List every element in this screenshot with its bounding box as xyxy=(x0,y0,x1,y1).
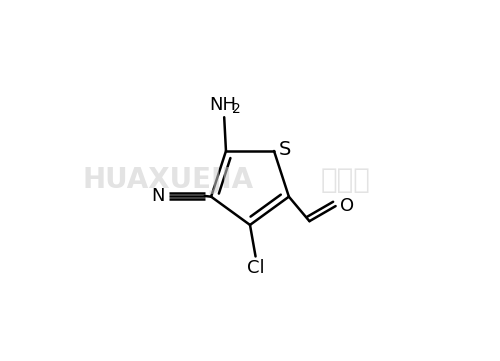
Text: 化学加: 化学加 xyxy=(321,166,371,195)
Text: 2: 2 xyxy=(232,102,241,116)
Text: HUAXUEJIA: HUAXUEJIA xyxy=(83,166,254,195)
Text: N: N xyxy=(152,187,165,205)
Text: S: S xyxy=(279,140,291,160)
Text: Cl: Cl xyxy=(246,259,264,277)
Text: NH: NH xyxy=(209,96,236,114)
Text: O: O xyxy=(340,197,354,215)
